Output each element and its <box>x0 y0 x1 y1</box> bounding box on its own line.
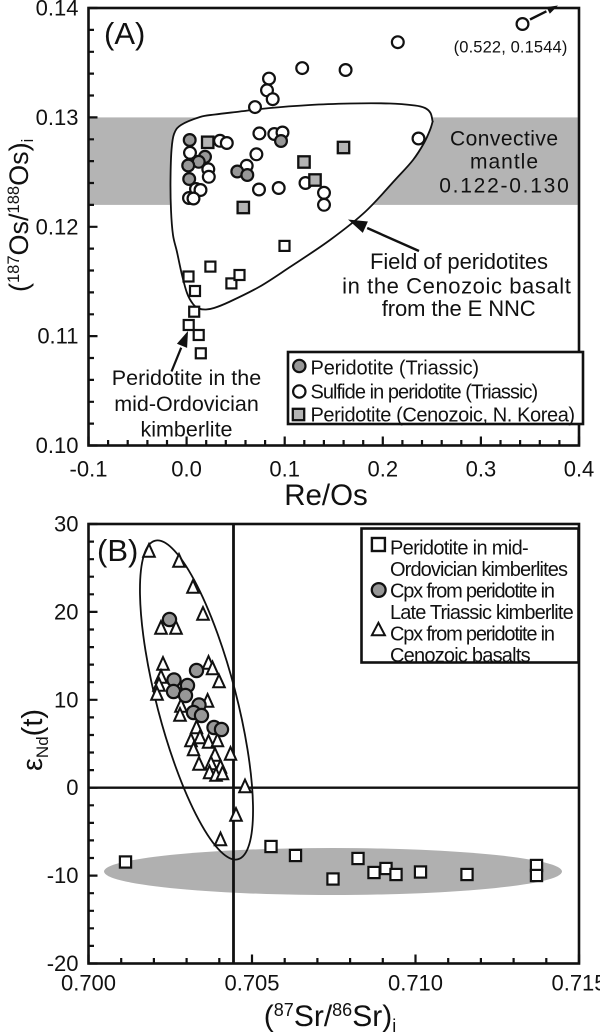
svg-text:Field of peridotites: Field of peridotites <box>370 249 548 274</box>
svg-text:0.4: 0.4 <box>564 457 595 482</box>
svg-text:Cpx from peridotite in: Cpx from peridotite in <box>390 581 555 603</box>
svg-text:Peridotite (Triassic): Peridotite (Triassic) <box>311 358 480 380</box>
svg-text:mantle: mantle <box>470 151 538 174</box>
svg-text:0.0: 0.0 <box>171 457 202 482</box>
svg-text:30: 30 <box>54 512 78 537</box>
svg-text:Ordovician kimberlites: Ordovician kimberlites <box>390 559 568 581</box>
svg-text:20: 20 <box>54 599 78 624</box>
svg-text:mid-Ordovician: mid-Ordovician <box>114 392 259 416</box>
svg-text:0.710: 0.710 <box>388 971 443 996</box>
svg-text:Peridotite in mid-: Peridotite in mid- <box>390 538 529 560</box>
svg-text:-10: -10 <box>47 863 79 888</box>
svg-text:Re/Os: Re/Os <box>284 479 368 512</box>
svg-text:Late Triassic kimberlite: Late Triassic kimberlite <box>390 602 574 624</box>
svg-text:0: 0 <box>66 775 78 800</box>
svg-text:kimberlite: kimberlite <box>141 418 233 442</box>
svg-text:0.122-0.130: 0.122-0.130 <box>439 175 569 198</box>
svg-text:0.705: 0.705 <box>224 971 279 996</box>
svg-text:from the E NNC: from the E NNC <box>382 296 536 321</box>
svg-text:Cpx from peridotite in: Cpx from peridotite in <box>390 624 555 646</box>
svg-text:(A): (A) <box>104 16 145 51</box>
svg-text:Peridotite (Cenozoic, N. Korea: Peridotite (Cenozoic, N. Korea) <box>311 405 576 427</box>
svg-text:Sulfide in peridotite (Triassi: Sulfide in peridotite (Triassic) <box>311 382 539 404</box>
svg-text:Cenozoic basalts: Cenozoic basalts <box>390 645 531 667</box>
svg-text:0.715: 0.715 <box>551 971 600 996</box>
svg-text:(0.522, 0.1544): (0.522, 0.1544) <box>454 39 568 57</box>
svg-text:-0.1: -0.1 <box>70 457 108 482</box>
svg-text:0.2: 0.2 <box>368 457 399 482</box>
svg-text:in the Cenozoic basalt: in the Cenozoic basalt <box>342 274 571 299</box>
svg-text:-20: -20 <box>47 951 79 976</box>
svg-text:0.3: 0.3 <box>466 457 497 482</box>
svg-text:Convective: Convective <box>450 128 558 151</box>
svg-text:(B): (B) <box>97 533 138 568</box>
svg-text:0.12: 0.12 <box>36 214 79 239</box>
svg-text:10: 10 <box>54 687 78 712</box>
svg-text:0.700: 0.700 <box>61 971 116 996</box>
svg-text:0.11: 0.11 <box>37 324 78 349</box>
svg-text:0.10: 0.10 <box>36 433 79 458</box>
svg-text:0.14: 0.14 <box>36 0 79 21</box>
svg-text:0.1: 0.1 <box>269 457 300 482</box>
svg-text:Peridotite in the: Peridotite in the <box>112 366 261 390</box>
svg-text:0.13: 0.13 <box>36 105 79 130</box>
